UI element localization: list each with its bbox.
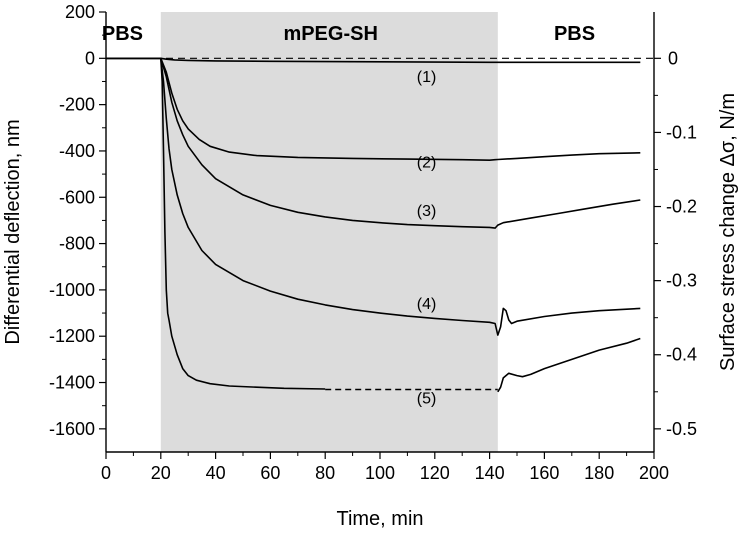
y-tick-label: -1600 xyxy=(49,419,95,439)
x-tick-label: 40 xyxy=(206,463,226,483)
region-label: mPEG-SH xyxy=(283,23,377,45)
y-tick-label: -400 xyxy=(59,141,95,161)
series-line xyxy=(106,57,641,336)
y-tick-label: -600 xyxy=(59,187,95,207)
x-tick-label: 20 xyxy=(151,463,171,483)
x-tick-label: 140 xyxy=(475,463,505,483)
shaded-region xyxy=(160,12,498,452)
x-tick-label: 200 xyxy=(639,463,669,483)
y-tick-label: -1000 xyxy=(49,280,95,300)
y-tick-label: -200 xyxy=(59,95,95,115)
series-line xyxy=(106,57,641,161)
curve-label: (4) xyxy=(417,296,437,313)
x-axis-title: Time, min xyxy=(336,508,423,530)
x-tick-label: 180 xyxy=(584,463,614,483)
series-line xyxy=(106,57,641,229)
curve-label: (1) xyxy=(417,69,437,86)
y-tick-label: 0 xyxy=(85,48,95,68)
x-tick-label: 80 xyxy=(315,463,335,483)
y-tick-label: -800 xyxy=(59,234,95,254)
x-tick-label: 60 xyxy=(260,463,280,483)
y2-tick-label: -0.3 xyxy=(666,271,697,291)
x-tick-label: 100 xyxy=(365,463,395,483)
y-tick-label: 200 xyxy=(65,2,95,22)
curve-label: (3) xyxy=(417,203,437,220)
region-label: PBS xyxy=(102,23,143,45)
curve-label: (2) xyxy=(417,155,437,172)
series-line xyxy=(106,57,326,390)
y-axis-title: Differential deflection, nm xyxy=(2,119,24,344)
y2-axis-title: Surface stress change Δσ, N/m xyxy=(717,93,739,371)
region-label: PBS xyxy=(554,23,595,45)
y2-tick-label: -0.1 xyxy=(666,122,697,142)
series-line xyxy=(106,57,641,64)
x-tick-label: 160 xyxy=(529,463,559,483)
y2-tick-label: -0.4 xyxy=(666,345,697,365)
y-tick-label: -1400 xyxy=(49,373,95,393)
series-line xyxy=(497,337,641,393)
y2-tick-label: 0 xyxy=(668,48,678,68)
x-tick-label: 0 xyxy=(101,463,111,483)
y2-tick-label: -0.2 xyxy=(666,197,697,217)
y-tick-label: -1200 xyxy=(49,326,95,346)
y2-tick-label: -0.5 xyxy=(666,419,697,439)
x-tick-label: 120 xyxy=(420,463,450,483)
curve-label: (5) xyxy=(417,391,437,408)
